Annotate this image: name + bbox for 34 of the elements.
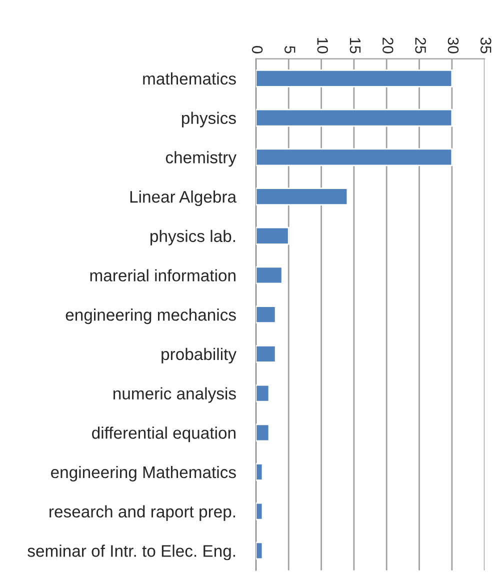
x-tick-label: 35: [480, 38, 492, 54]
y-tick-label: Linear Algebra: [130, 190, 237, 206]
x-tick-label: 20: [382, 38, 394, 54]
x-tick-label: 5: [284, 46, 296, 54]
x-tick-label: 10: [317, 38, 328, 54]
y-tick-label: chemistry: [166, 151, 236, 167]
y-tick-label: probability: [162, 348, 236, 364]
bar: [256, 542, 264, 560]
bar: [256, 384, 270, 402]
y-tick-label: research and raport prep.: [50, 505, 236, 521]
bar: [256, 266, 283, 284]
bar: [256, 306, 276, 324]
y-tick-label: physics lab.: [150, 230, 235, 246]
bar: [256, 463, 264, 481]
bar: [256, 188, 348, 206]
y-tick-label: mathematics: [143, 72, 236, 85]
bar: [256, 148, 453, 166]
x-tick-label: 15: [350, 38, 360, 54]
x-tick-label: 30: [448, 38, 459, 54]
y-tick-label: differential equation: [92, 426, 236, 442]
y-tick-label: numeric analysis: [114, 387, 236, 403]
x-tick-label: 25: [415, 38, 426, 54]
x-tick-label: 0: [252, 46, 263, 54]
bar: [256, 502, 264, 520]
y-tick-label: marerial information: [90, 269, 236, 282]
y-tick-label: engineering Mathematics: [51, 466, 236, 482]
bar: [256, 344, 276, 363]
y-tick-label: physics: [182, 112, 236, 128]
y-tick-label: engineering mechanics: [66, 308, 236, 324]
bar: [256, 70, 453, 88]
y-tick-label: seminar of Intr. to Elec. Eng.: [28, 544, 235, 560]
bar: [256, 226, 290, 245]
bar: [256, 424, 270, 442]
bar: [256, 108, 453, 127]
